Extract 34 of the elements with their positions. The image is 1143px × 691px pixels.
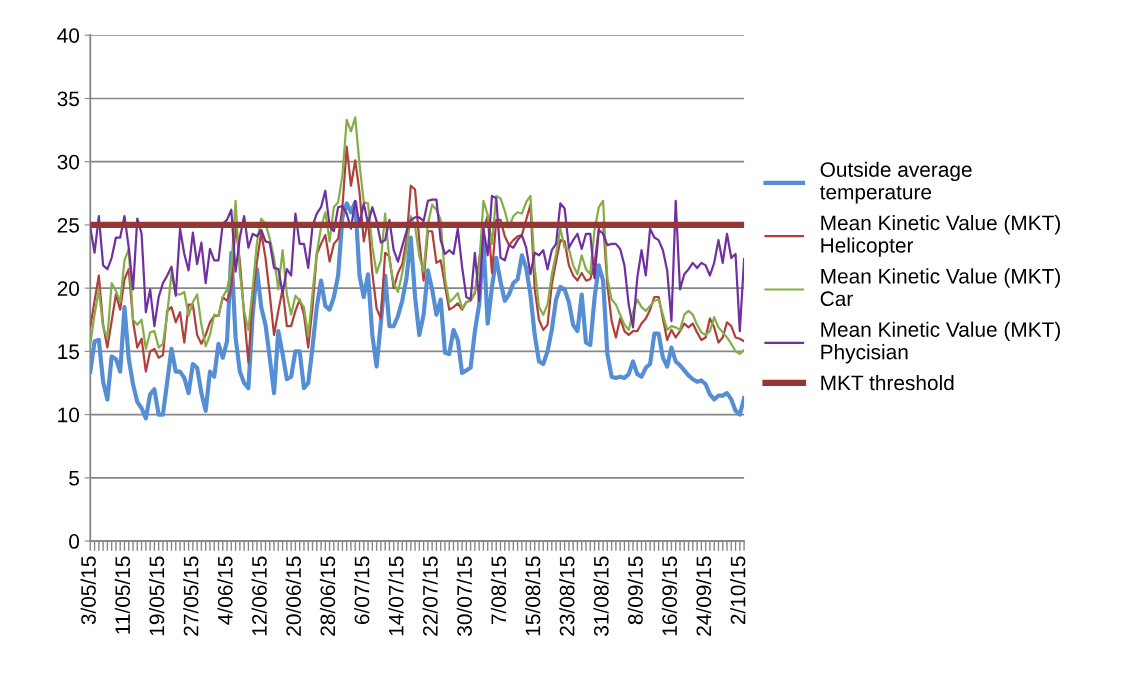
y-tick-label: 10	[58, 407, 80, 423]
y-tick-label: 20	[57, 281, 80, 296]
y-tick-label: 5	[69, 471, 80, 486]
x-tick-label: 3/05/15	[80, 556, 96, 625]
x-tick-label: 12/06/15	[251, 556, 267, 636]
x-tick-label: 7/08/15	[490, 556, 507, 625]
legend-label: Outside average temperature	[819, 161, 972, 204]
y-tick-label: 15	[58, 344, 80, 360]
x-tick-label: 8/09/15	[627, 556, 643, 625]
x-tick-label: 30/07/15	[456, 556, 472, 636]
x-tick-label: 27/05/15	[183, 556, 199, 636]
legend-label: Mean Kinetic Value (MKT) Phycisian	[821, 321, 1060, 364]
x-tick-label: 16/09/15	[661, 556, 678, 636]
x-tick-label: 20/06/15	[285, 556, 301, 636]
y-tick-label: 0	[69, 534, 80, 549]
y-tick-label: 35	[57, 91, 80, 107]
x-tick-label: 19/05/15	[148, 556, 165, 636]
x-tick-label: 15/08/15	[525, 556, 541, 636]
legend-label: Mean Kinetic Value (MKT) Car	[820, 268, 1060, 307]
y-tick-label: 25	[57, 217, 80, 233]
x-tick-label: 23/08/15	[559, 556, 575, 636]
x-tick-label: 24/09/15	[695, 556, 712, 636]
x-tick-label: 2/10/15	[730, 556, 746, 625]
x-tick-label: 31/08/15	[593, 556, 609, 636]
x-tick-label: 22/07/15	[422, 556, 438, 636]
x-tick-label: 14/07/15	[388, 556, 404, 636]
y-tick-label: 40	[57, 28, 80, 43]
x-tick-label: 4/06/15	[217, 556, 233, 625]
y-tick-label: 30	[57, 154, 80, 170]
x-tick-label: 28/06/15	[319, 556, 336, 636]
legend-label: Mean Kinetic Value (MKT) Helicopter	[821, 215, 1060, 257]
x-tick-label: 11/05/15	[114, 556, 131, 634]
legend-label: MKT threshold	[821, 374, 954, 391]
x-tick-label: 6/07/15	[354, 556, 370, 625]
